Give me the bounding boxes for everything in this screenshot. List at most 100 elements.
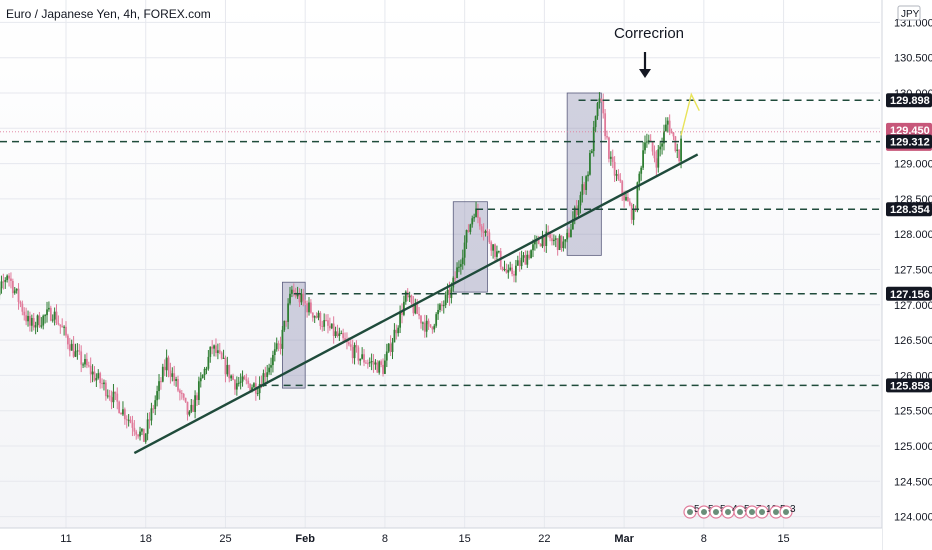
- candle-body: [156, 391, 159, 401]
- candle-body: [412, 303, 415, 314]
- arrow-head: [639, 69, 651, 78]
- candle-body: [245, 379, 248, 381]
- candle-body: [623, 193, 626, 201]
- candle-body: [571, 219, 574, 230]
- candle-body: [456, 267, 458, 279]
- event-dot: [759, 509, 765, 515]
- candle-body: [196, 395, 198, 401]
- candle-body: [11, 280, 14, 294]
- time-axis-background: [0, 528, 882, 550]
- candle-body: [384, 360, 386, 374]
- candle-body: [249, 383, 252, 391]
- candle-body: [66, 335, 69, 345]
- price-badge-label: 129.312: [890, 137, 930, 149]
- y-tick-label: 125.500: [894, 406, 932, 418]
- candle-body: [42, 315, 45, 326]
- candle-body: [215, 345, 217, 354]
- candle-body: [410, 295, 413, 304]
- candle-body: [6, 275, 9, 281]
- candle-body: [234, 379, 236, 390]
- candlesticks: [0, 92, 682, 444]
- x-tick-label: Mar: [614, 533, 634, 545]
- candle-body: [243, 376, 246, 380]
- candle-body: [36, 315, 39, 326]
- x-tick-label: 18: [140, 533, 152, 545]
- candle-body: [556, 238, 559, 250]
- event-dot: [725, 509, 731, 515]
- candle-body: [285, 320, 288, 322]
- candle-body: [336, 331, 339, 337]
- candle-body: [533, 240, 536, 245]
- candle-body: [507, 270, 510, 273]
- candle-body: [118, 401, 121, 413]
- candle-body: [577, 205, 580, 215]
- candle-body: [279, 343, 282, 349]
- event-dot: [749, 509, 755, 515]
- candle-body: [579, 195, 582, 206]
- candle-body: [283, 320, 286, 330]
- candle-body: [600, 98, 603, 101]
- candle-body: [239, 381, 242, 383]
- candle-body: [668, 120, 671, 133]
- candle-body: [672, 132, 675, 137]
- candle-body: [471, 218, 474, 225]
- candle-body: [247, 380, 250, 384]
- candle-body: [218, 350, 221, 353]
- candle-body: [532, 244, 534, 251]
- candle-body: [604, 113, 607, 137]
- candle-body: [403, 301, 405, 315]
- candle-body: [141, 428, 143, 432]
- candle-body: [38, 315, 41, 327]
- candle-body: [184, 397, 187, 402]
- candle-body: [363, 354, 365, 363]
- candle-body: [509, 267, 512, 271]
- candle-body: [72, 343, 75, 357]
- candle-body: [205, 368, 208, 370]
- candle-body: [511, 267, 514, 275]
- candle-body: [554, 238, 557, 240]
- candle-body: [435, 314, 438, 326]
- highlight-box: [452, 201, 488, 293]
- candle-body: [678, 149, 681, 162]
- event-dot: [737, 509, 743, 515]
- candle-body: [488, 232, 491, 243]
- candle-body: [423, 322, 426, 332]
- x-tick-label: 8: [701, 533, 707, 545]
- price-badge: [886, 286, 932, 301]
- candle-body: [332, 323, 335, 337]
- candle-body: [344, 338, 346, 341]
- candle-body: [439, 304, 441, 310]
- candle-body: [475, 208, 477, 218]
- candle-body: [180, 392, 183, 394]
- candle-body: [638, 173, 641, 183]
- candle-body: [146, 419, 149, 434]
- candle-body: [232, 375, 234, 380]
- candle-body: [328, 325, 331, 329]
- candle-body: [518, 260, 521, 267]
- candle-body: [583, 184, 586, 190]
- candle-body: [666, 120, 669, 125]
- candle-body: [374, 362, 377, 365]
- candle-body: [131, 422, 134, 428]
- candle-body: [338, 333, 341, 337]
- candle-body: [108, 395, 111, 398]
- candle-body: [575, 207, 578, 215]
- candle-body: [25, 315, 28, 322]
- y-tick-label: 128.000: [894, 229, 932, 241]
- event-dot: [701, 509, 707, 515]
- candle-body: [23, 311, 26, 316]
- candle-body: [670, 132, 673, 134]
- candle-body: [266, 372, 269, 377]
- candle-body: [30, 317, 33, 326]
- candle-body: [182, 393, 185, 398]
- candle-body: [628, 201, 631, 205]
- candle-body: [551, 238, 553, 242]
- candle-body: [361, 354, 364, 359]
- candle-body: [85, 358, 88, 366]
- candle-body: [292, 289, 295, 293]
- candle-body: [399, 311, 402, 328]
- candle-body: [378, 361, 381, 373]
- events-row[interactable]: 5554571053: [683, 504, 796, 519]
- candle-body: [433, 325, 436, 330]
